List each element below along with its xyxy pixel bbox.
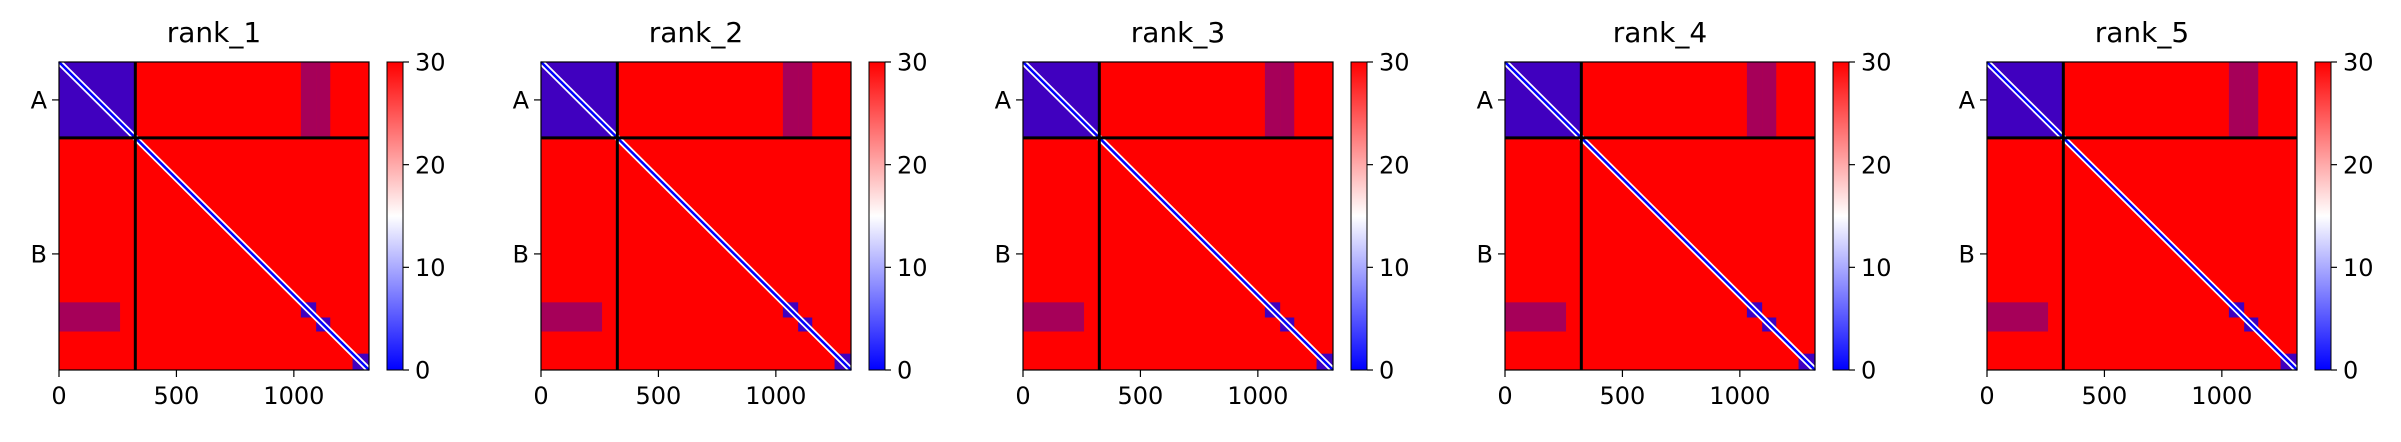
x-tick-label: 0 [1015, 382, 1030, 410]
interchain-patch-lower-1 [1505, 302, 1567, 318]
colorbar-tick-label: 0 [1861, 357, 1876, 385]
chain-label-B: B [995, 241, 1011, 269]
x-tick-label: 1000 [2191, 382, 2252, 410]
interchain-patch-lower-1 [1023, 302, 1085, 318]
interchain-patch-upper-1 [782, 62, 799, 138]
interchain-patch-lower-2 [541, 317, 603, 332]
colorbar-tick-label: 0 [415, 357, 430, 385]
colorbar-tick-label: 10 [1861, 254, 1892, 282]
interchain-patch-lower-1 [541, 302, 603, 318]
colorbar-tick-label: 10 [1379, 254, 1410, 282]
chain-label-A: A [1959, 87, 1976, 115]
colorbar-tick-label: 10 [897, 254, 928, 282]
interchain-patch-lower-1 [59, 302, 121, 318]
panel-title: rank_2 [649, 16, 743, 49]
x-tick-label: 0 [1497, 382, 1512, 410]
chain-label-B: B [1477, 241, 1493, 269]
interchain-patch-upper-2 [798, 62, 813, 138]
panel-4: rank_4 A B 0 500 1000 0 10 20 30 [1477, 16, 1892, 410]
interchain-patch-lower-2 [59, 317, 121, 332]
chain-label-A: A [1477, 87, 1494, 115]
colorbar-tick-label: 30 [415, 49, 446, 77]
colorbar [1832, 61, 1850, 371]
chain-label-B: B [31, 241, 47, 269]
interchain-patch-lower-2 [1023, 317, 1085, 332]
interchain-patch-lower-2 [1987, 317, 2049, 332]
axes-frame [58, 61, 370, 371]
x-tick-label: 1000 [263, 382, 324, 410]
chain-label-A: A [995, 87, 1012, 115]
panel-2: rank_2 A B 0 500 1000 0 10 20 30 [513, 16, 928, 410]
interchain-patch-upper-1 [1746, 62, 1763, 138]
diagonal-core [1504, 61, 1816, 371]
interchain-patch-upper-1 [300, 62, 317, 138]
interchain-patch-lower-2 [1505, 317, 1567, 332]
colorbar-tick-label: 10 [415, 254, 446, 282]
colorbar-tick-label: 20 [415, 151, 446, 179]
panel-title: rank_3 [1131, 16, 1225, 49]
colorbar-tick-label: 20 [1861, 151, 1892, 179]
interchain-patch-upper-1 [2228, 62, 2245, 138]
x-tick-label: 1000 [745, 382, 806, 410]
interchain-patch-upper-2 [2244, 62, 2259, 138]
interchain-patch-upper-1 [1264, 62, 1281, 138]
axes-frame [1986, 61, 2298, 371]
x-tick-label: 0 [1979, 382, 1994, 410]
interchain-patch-upper-2 [1762, 62, 1777, 138]
colorbar-tick-label: 30 [1861, 49, 1892, 77]
interchain-patch-lower-1 [1987, 302, 2049, 318]
colorbar-tick-label: 10 [2343, 254, 2374, 282]
colorbar-tick-label: 0 [1379, 357, 1394, 385]
x-tick-label: 500 [1600, 382, 1646, 410]
colorbar [1350, 61, 1368, 371]
x-tick-label: 500 [636, 382, 682, 410]
colorbar-tick-label: 0 [2343, 357, 2358, 385]
colorbar [386, 61, 404, 371]
chain-label-A: A [513, 87, 530, 115]
x-tick-label: 0 [533, 382, 548, 410]
colorbar [868, 61, 886, 371]
axes-frame [540, 61, 852, 371]
colorbar [2314, 61, 2332, 371]
diagonal-core [58, 61, 370, 371]
colorbar-tick-label: 0 [897, 357, 912, 385]
axes-frame [1022, 61, 1334, 371]
interchain-patch-upper-2 [1280, 62, 1295, 138]
chain-label-A: A [31, 87, 48, 115]
panel-title: rank_5 [2095, 16, 2189, 49]
panel-title: rank_4 [1613, 16, 1707, 49]
colorbar-tick-label: 30 [897, 49, 928, 77]
colorbar-tick-label: 30 [1379, 49, 1410, 77]
x-tick-label: 1000 [1227, 382, 1288, 410]
chain-label-B: B [1959, 241, 1975, 269]
panel-5: rank_5 A B 0 500 1000 0 10 20 30 [1959, 16, 2374, 410]
panel-title: rank_1 [167, 16, 261, 49]
panel-3: rank_3 A B 0 500 1000 0 10 20 30 [995, 16, 1410, 410]
x-tick-label: 0 [51, 382, 66, 410]
colorbar-tick-label: 30 [2343, 49, 2374, 77]
colorbar-tick-label: 20 [897, 151, 928, 179]
panel-1: rank_1 A B 0 500 1000 0 10 20 30 [31, 16, 446, 410]
diagonal-core [1986, 61, 2298, 371]
diagonal-core [540, 61, 852, 371]
x-tick-label: 1000 [1709, 382, 1770, 410]
x-tick-label: 500 [154, 382, 200, 410]
axes-frame [1504, 61, 1816, 371]
interchain-patch-upper-2 [316, 62, 331, 138]
diagonal-core [1022, 61, 1334, 371]
x-tick-label: 500 [2082, 382, 2128, 410]
colorbar-tick-label: 20 [1379, 151, 1410, 179]
colorbar-tick-label: 20 [2343, 151, 2374, 179]
chain-label-B: B [513, 241, 529, 269]
x-tick-label: 500 [1118, 382, 1164, 410]
